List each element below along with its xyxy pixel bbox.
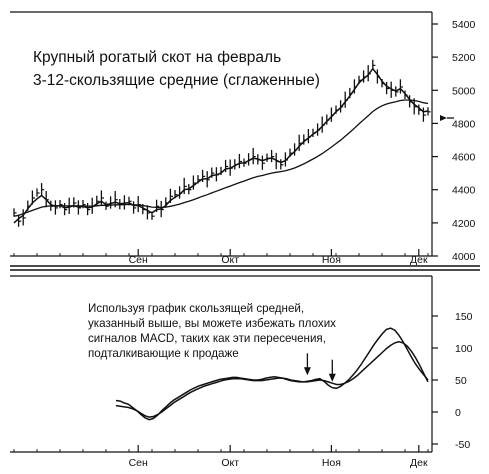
macd-annotation-line-4: подталкивающие к продаже [88,347,239,360]
macd-chart: Используя график скользящей средней, ука… [10,275,473,469]
price-x-tick-label: Дек [410,254,428,266]
slow-moving-average-line [13,99,429,217]
macd-y-tick-label: -50 [455,439,470,451]
macd-annotation-line-1: Используя график скользящей средней, [88,302,304,315]
price-y-tick-label: 5400 [452,19,476,31]
fast-moving-average-line [13,67,429,224]
price-x-axis-ticks: Сен Окт Ноя Дек [13,249,429,266]
macd-x-tick-label: Окт [221,457,239,469]
down-arrow-head-icon [303,367,311,376]
macd-signal-line [115,340,429,418]
macd-x-tick-label: Дек [410,457,428,469]
price-y-axis-ticks: 4000 4200 4400 4600 4800 5000 5200 5400 [432,19,476,263]
down-arrow-head-icon [328,373,336,382]
price-x-tick-label: Окт [221,254,239,266]
macd-y-tick-label: 50 [455,375,467,387]
price-chart-title-line-2: 3-12-скользящие средние (сглаженные) [33,72,320,89]
price-chart: Крупный рогатый скот на февраль 3-12-ско… [10,11,476,266]
price-y-tick-label: 4000 [452,251,476,263]
price-y-tick-label: 5200 [452,52,476,64]
macd-x-axis-ticks: Сен Окт Ноя Дек [13,445,429,469]
macd-x-tick-label: Ноя [322,457,341,469]
price-y-tick-label: 5000 [452,85,476,97]
last-price-marker-icon [440,115,447,121]
crossover-arrows [303,353,336,382]
price-y-tick-label: 4200 [452,218,476,230]
macd-y-tick-label: 100 [455,343,473,355]
macd-lines [115,327,429,421]
price-chart-title-line-1: Крупный рогатый скот на февраль [33,49,281,66]
price-y-tick-label: 4600 [452,152,476,164]
macd-y-tick-label: 0 [455,407,461,419]
price-y-tick-label: 4400 [452,185,476,197]
macd-annotation-line-2: указанный выше, вы можете избежать плохи… [88,317,336,330]
macd-line [115,327,429,421]
macd-x-tick-label: Сен [129,457,148,469]
price-y-tick-label: 4800 [452,118,476,130]
price-x-tick-label: Сен [129,254,148,266]
price-x-tick-label: Ноя [322,254,341,266]
macd-y-tick-label: 150 [455,311,473,323]
macd-annotation-line-3: сигналов MACD, таких как эти пересечения… [88,332,326,345]
moving-average-lines [13,67,429,224]
macd-y-axis-ticks: -50 0 50 100 150 [432,311,473,451]
